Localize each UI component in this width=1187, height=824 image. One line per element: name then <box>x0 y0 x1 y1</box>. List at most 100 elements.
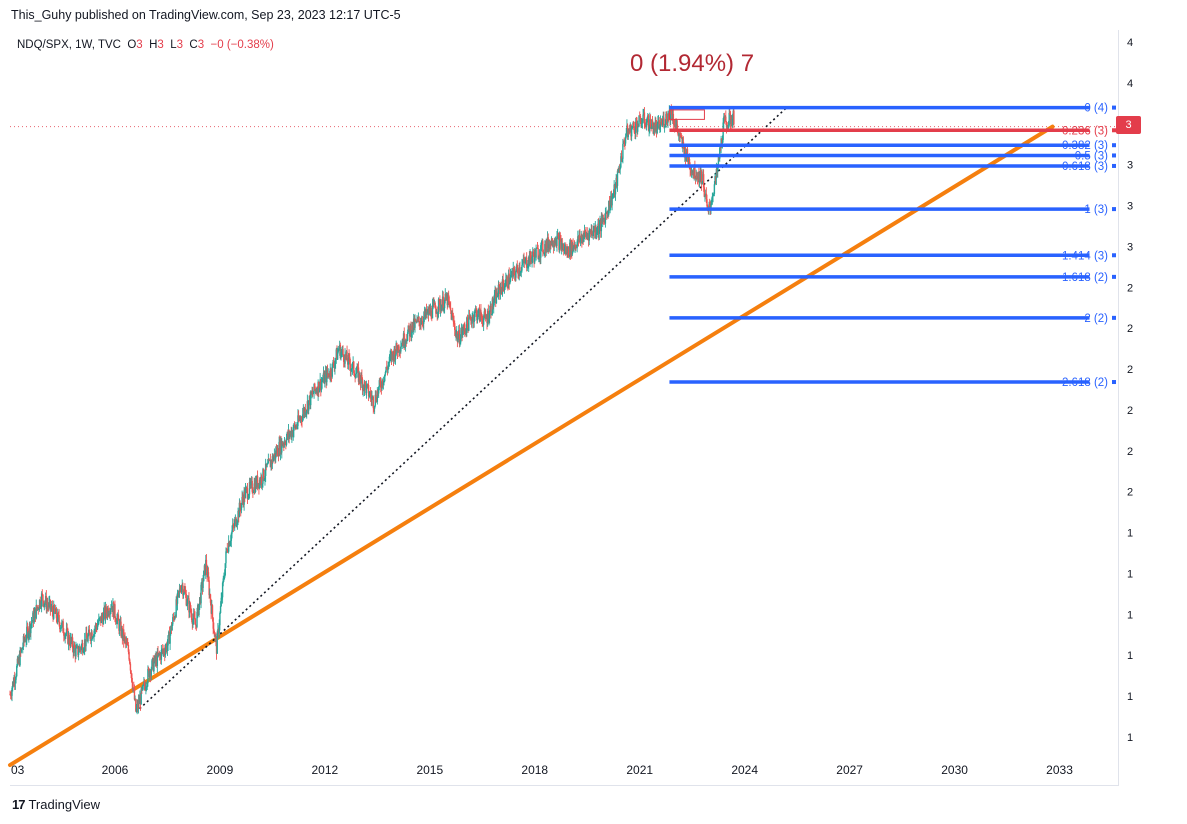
candle-body <box>221 597 223 599</box>
y-tick-label: 1 <box>1127 732 1133 744</box>
candle-body <box>212 617 214 629</box>
candle-body <box>388 362 390 366</box>
candle-body <box>725 121 728 128</box>
candle-body <box>351 368 353 370</box>
candle-body <box>410 325 412 337</box>
candle-body <box>235 517 237 527</box>
candle-body <box>225 551 227 564</box>
candle-body <box>712 195 714 197</box>
candle-body <box>222 578 224 583</box>
candle-body <box>318 388 321 393</box>
candle-body <box>491 314 493 316</box>
tradingview-logo-icon[interactable]: 17 <box>12 797 26 812</box>
candle-body <box>418 317 420 322</box>
candle-body <box>515 265 518 272</box>
candle-body <box>57 612 60 616</box>
x-tick-label: 2012 <box>312 763 339 777</box>
candle-body <box>202 581 204 589</box>
candle-body <box>523 258 525 262</box>
candle-body <box>252 491 255 493</box>
candle-body <box>87 635 89 642</box>
candle-body <box>631 126 634 129</box>
candle-body <box>263 479 266 480</box>
candle-body <box>563 249 566 251</box>
candle-body <box>174 616 176 620</box>
candle-body <box>130 670 132 674</box>
candle-body <box>437 311 439 315</box>
candle-body <box>347 355 350 365</box>
candle-body <box>85 632 88 639</box>
candle-body <box>305 412 307 415</box>
candle-body <box>398 345 400 353</box>
candle-body <box>462 330 464 336</box>
candle-body <box>497 284 500 297</box>
x-tick-label: 2021 <box>626 763 653 777</box>
candle-body <box>551 238 553 246</box>
candle-body <box>338 349 340 351</box>
candle-body <box>285 437 288 445</box>
candle-body <box>406 340 408 342</box>
candle-body <box>80 645 83 651</box>
y-tick-label: 2 <box>1127 405 1133 417</box>
candle-body <box>462 325 465 331</box>
candle-body <box>64 634 66 639</box>
candle-body <box>375 394 377 401</box>
candle-body <box>175 599 177 617</box>
candle-body <box>124 636 126 639</box>
fib-level-marker <box>1112 274 1116 279</box>
candle-body <box>28 633 30 639</box>
candle-body <box>190 610 192 614</box>
candle-body <box>598 224 601 234</box>
candle-body <box>39 599 41 607</box>
candle-body <box>85 632 87 647</box>
candle-body <box>59 622 61 630</box>
candle-body <box>505 279 507 286</box>
candle-body <box>459 342 461 345</box>
candle-body <box>277 455 280 457</box>
candle-body <box>31 620 33 623</box>
candle-body <box>186 598 189 604</box>
candle-body <box>163 649 165 653</box>
candle-body <box>361 374 363 380</box>
candle-body <box>205 559 208 571</box>
candle-body <box>127 644 130 652</box>
candle-body <box>42 594 44 602</box>
candle-body <box>451 313 454 317</box>
candle-body <box>595 226 597 235</box>
footer-brand: TradingView <box>28 797 101 812</box>
candle-body <box>216 633 218 654</box>
candle-body <box>146 683 148 688</box>
candle-body <box>612 192 615 195</box>
candle-body <box>281 441 284 447</box>
candle-body <box>384 374 386 382</box>
candle-body <box>723 116 725 123</box>
candle-body <box>460 334 462 343</box>
candle-body <box>49 599 52 610</box>
candle-body <box>713 184 716 194</box>
candle-body <box>720 138 722 149</box>
candle-body <box>636 124 639 132</box>
candle-body <box>609 205 611 211</box>
candle-body <box>385 367 387 373</box>
candle-body <box>567 247 570 256</box>
candle-body <box>14 679 17 684</box>
candle-body <box>73 644 76 648</box>
y-tick-label: 3 <box>1127 201 1133 213</box>
candle-body <box>129 663 132 671</box>
candle-body <box>547 237 549 249</box>
candle-body <box>349 364 352 371</box>
candle-body <box>454 323 456 330</box>
candle-body <box>156 652 159 667</box>
candle-body <box>105 606 107 614</box>
candle-body <box>394 354 397 360</box>
candle-body <box>378 380 381 387</box>
candle-body <box>75 647 77 657</box>
symbol-info[interactable]: NDQ/SPX, 1W, TVC <box>17 39 121 51</box>
candle-body <box>464 327 466 332</box>
candle-body <box>236 521 239 525</box>
candle-body <box>231 530 233 534</box>
candle-body <box>184 591 187 594</box>
candle-body <box>612 194 614 197</box>
candle-body <box>58 615 60 623</box>
